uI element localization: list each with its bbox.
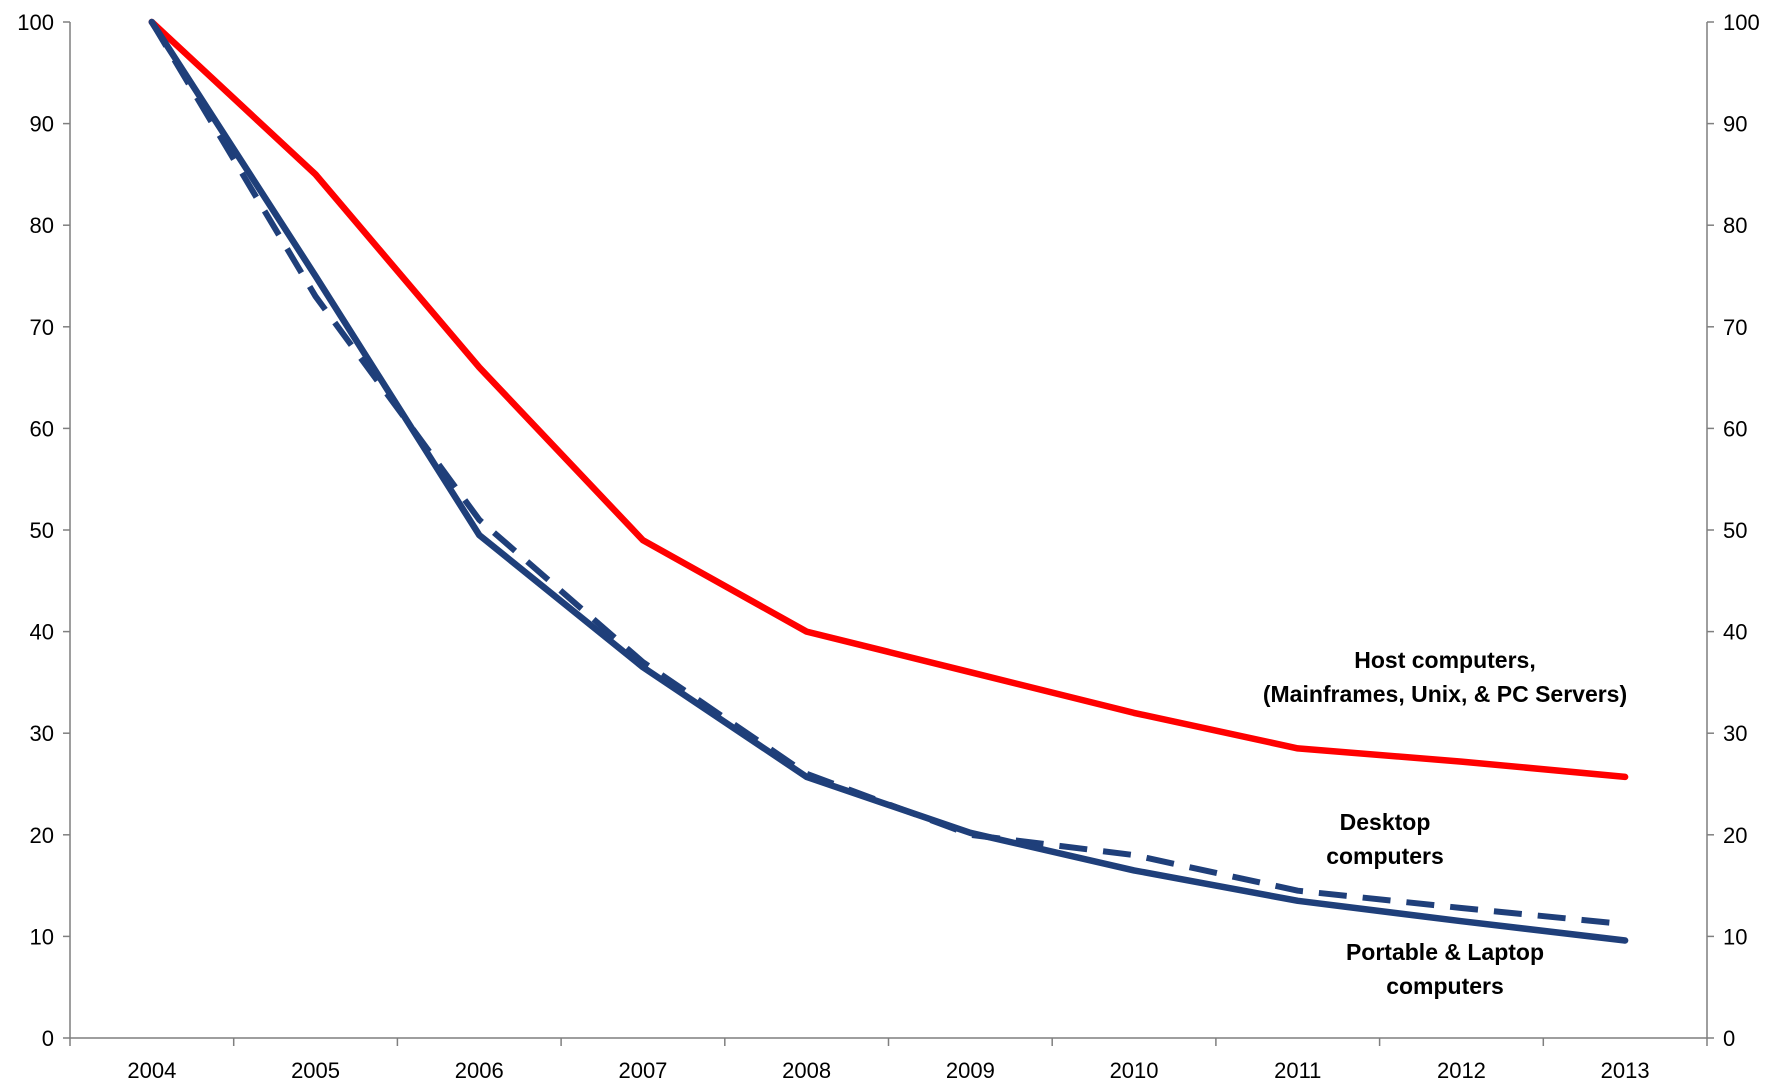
y-tick-label-left: 60 (30, 416, 54, 441)
y-tick-label-right: 10 (1723, 924, 1747, 949)
y-tick-label-right: 30 (1723, 721, 1747, 746)
series-layer (148, 18, 1629, 944)
y-tick-label-left: 40 (30, 620, 54, 645)
y-tick-label-right: 100 (1723, 10, 1760, 35)
series-label-line: Host computers, (1354, 647, 1535, 673)
series-label-2: Portable & Laptop computers (1346, 939, 1544, 999)
series-label-line: computers (1386, 973, 1504, 999)
x-tick-label: 2012 (1437, 1058, 1486, 1083)
series-line-1 (149, 20, 1626, 928)
y-tick-label-left: 70 (30, 315, 54, 340)
series-label-line: computers (1326, 843, 1444, 869)
x-tick-label: 2010 (1110, 1058, 1159, 1083)
y-tick-label-left: 10 (30, 924, 54, 949)
y-tick-label-right: 40 (1723, 620, 1747, 645)
y-tick-label-left: 100 (17, 10, 54, 35)
series-label-1: Desktop computers (1326, 809, 1444, 869)
series-line-0 (148, 18, 1629, 781)
y-tick-label-right: 70 (1723, 315, 1747, 340)
x-tick-label: 2004 (127, 1058, 176, 1083)
annotation-layer: Host computers, (Mainframes, Unix, & PC S… (1263, 647, 1627, 999)
series-label-line: (Mainframes, Unix, & PC Servers) (1263, 681, 1627, 707)
x-tick-label: 2006 (455, 1058, 504, 1083)
y-tick-label-right: 20 (1723, 823, 1747, 848)
series-label-line: Portable & Laptop (1346, 939, 1544, 965)
x-tick-label: 2007 (618, 1058, 667, 1083)
series-line-2 (148, 18, 1629, 944)
series-label-line: Desktop (1340, 809, 1431, 835)
x-tick-label: 2013 (1601, 1058, 1650, 1083)
y-tick-label-right: 90 (1723, 112, 1747, 137)
y-tick-label-right: 60 (1723, 416, 1747, 441)
x-tick-label: 2005 (291, 1058, 340, 1083)
series-label-0: Host computers, (Mainframes, Unix, & PC S… (1263, 647, 1627, 707)
y-tick-label-left: 50 (30, 518, 54, 543)
y-tick-label-left: 30 (30, 721, 54, 746)
y-tick-label-left: 0 (42, 1026, 54, 1051)
x-tick-label: 2008 (782, 1058, 831, 1083)
y-tick-label-left: 20 (30, 823, 54, 848)
x-tick-label: 2009 (946, 1058, 995, 1083)
y-tick-label-right: 80 (1723, 213, 1747, 238)
y-tick-label-left: 90 (30, 112, 54, 137)
x-tick-label: 2011 (1274, 1058, 1321, 1083)
y-tick-label-left: 80 (30, 213, 54, 238)
y-tick-label-right: 0 (1723, 1026, 1735, 1051)
y-tick-label-right: 50 (1723, 518, 1747, 543)
chart-axes: 0 10 20 30 40 50 60 70 80 90 100 0 10 20 30 40 50 60 70 80 9… (17, 10, 1759, 1083)
